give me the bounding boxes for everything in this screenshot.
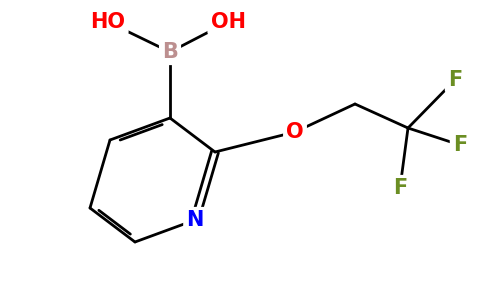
Text: HO: HO [91,12,125,32]
Text: F: F [453,135,467,155]
Text: O: O [286,122,304,142]
Text: B: B [162,42,178,62]
Text: N: N [186,210,204,230]
Text: F: F [448,70,462,90]
Text: OH: OH [211,12,245,32]
Text: F: F [393,178,407,198]
